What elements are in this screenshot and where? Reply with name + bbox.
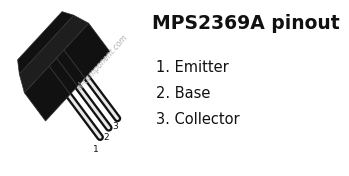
- Text: 2: 2: [103, 133, 109, 142]
- Text: el-component.com: el-component.com: [75, 33, 129, 92]
- Text: 1: 1: [94, 145, 99, 154]
- Text: 3. Collector: 3. Collector: [156, 112, 240, 127]
- Polygon shape: [19, 15, 89, 93]
- Text: 1. Emitter: 1. Emitter: [156, 60, 229, 75]
- Polygon shape: [17, 12, 74, 74]
- Text: 2. Base: 2. Base: [156, 86, 210, 101]
- Text: MPS2369A pinout: MPS2369A pinout: [152, 14, 340, 33]
- Text: 3: 3: [112, 122, 118, 131]
- Polygon shape: [24, 23, 110, 121]
